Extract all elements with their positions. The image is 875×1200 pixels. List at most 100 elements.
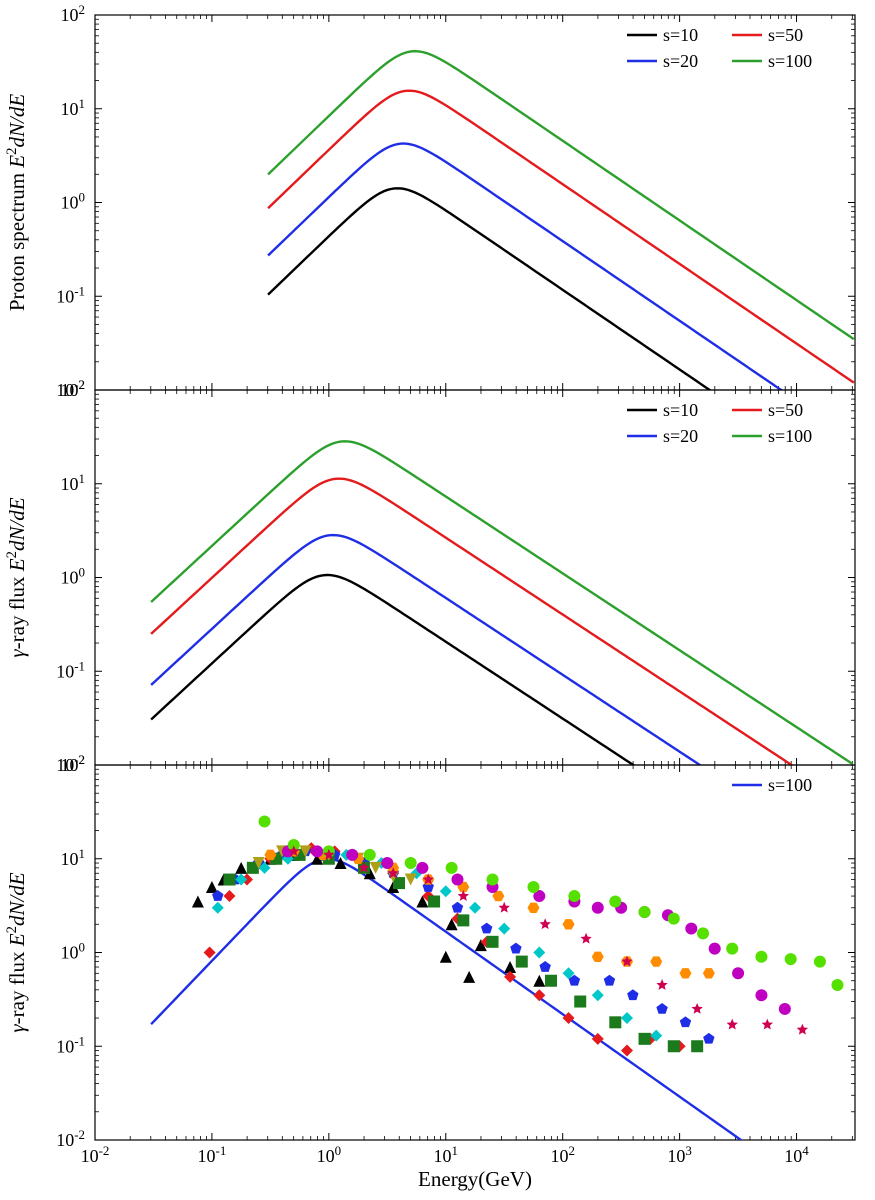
marker-diamond [621, 1045, 633, 1057]
series-line [268, 91, 854, 383]
marker-hexagon [650, 956, 662, 966]
marker-hexagon [703, 968, 715, 978]
xtick-label: 103 [667, 1143, 691, 1167]
marker-triangle [440, 951, 452, 963]
panel-frame [95, 15, 855, 390]
marker-pentagon [539, 961, 550, 972]
marker-square [545, 975, 557, 987]
y-axis-label: γ-ray flux E2dN/dE [4, 872, 29, 1032]
marker-star [539, 918, 550, 929]
xtick-label: 104 [784, 1143, 809, 1167]
marker-star [458, 890, 469, 901]
marker-hexagon [527, 903, 539, 913]
marker-star [797, 1024, 808, 1035]
panel-gamma_data: 10-210-110010110210-210-1100101102103104… [4, 752, 855, 1200]
chart-figure: 10-2 10-1 100 101 102 Proton spectrum E2dN/dE… [0, 0, 875, 1200]
marker-pentagon [656, 1003, 667, 1014]
ytick-label: 101 [61, 845, 85, 869]
panel-gamma: 10-210-1100101102γ-ray flux E2dN/dEs=10s… [4, 377, 855, 910]
legend-label: s=20 [663, 426, 698, 446]
marker-circle [755, 989, 767, 1001]
ytick-label: 102 [61, 377, 85, 401]
marker-circle [726, 943, 738, 955]
marker-square [668, 1040, 680, 1052]
marker-square [457, 914, 469, 926]
ytick-label: 100 [61, 189, 85, 213]
marker-pentagon [703, 1033, 714, 1044]
legend: s=10 s=20 s=50 s=100 [627, 25, 812, 71]
marker-circle [685, 923, 697, 935]
marker-circle [405, 857, 417, 869]
chart-svg: 10-2 10-1 100 101 102 Proton spectrum E2dN/dE… [0, 0, 875, 1200]
series-line [268, 51, 854, 339]
marker-diamond [212, 902, 224, 914]
marker-square [609, 1016, 621, 1028]
legend-label: s=100 [768, 51, 812, 71]
x-axis-label: Energy(GeV) [418, 1167, 532, 1191]
marker-hexagon [679, 968, 691, 978]
marker-square [691, 1040, 703, 1052]
ytick-label: 100 [61, 564, 85, 588]
xtick-label: 100 [317, 1143, 341, 1167]
y-axis-label: Proton spectrum E2dN/dE [4, 94, 29, 311]
marker-circle [311, 845, 323, 857]
marker-tri-down [405, 874, 417, 886]
marker-diamond [204, 947, 216, 959]
marker-circle [568, 890, 580, 902]
marker-triangle [235, 862, 247, 874]
marker-diamond [592, 989, 604, 1001]
marker-circle [527, 881, 539, 893]
marker-pentagon [627, 989, 638, 1000]
marker-pentagon [481, 923, 492, 934]
marker-diamond [498, 923, 510, 935]
marker-diamond [621, 1012, 633, 1024]
legend: s=100 [732, 775, 812, 795]
ytick-label: 10-1 [56, 1033, 85, 1057]
marker-diamond [469, 902, 481, 914]
marker-circle [732, 967, 744, 979]
marker-star [499, 902, 510, 913]
marker-pentagon [604, 975, 615, 986]
xtick-label: 10-2 [81, 1143, 110, 1167]
series-line [151, 441, 853, 764]
legend-label: s=10 [663, 25, 698, 45]
marker-circle [785, 953, 797, 965]
legend-label: s=50 [768, 400, 803, 420]
series-line [151, 479, 853, 806]
marker-triangle [192, 895, 204, 907]
legend-label: s=10 [663, 400, 698, 420]
marker-square [223, 874, 235, 886]
ytick-label: 101 [61, 470, 85, 494]
svg-text:γ-ray flux E2dN/dE: γ-ray flux E2dN/dE [4, 497, 29, 657]
marker-circle [755, 951, 767, 963]
svg-text:Proton spectrum E2dN/dE: Proton spectrum E2dN/dE [4, 94, 29, 311]
series-line [151, 535, 853, 865]
marker-circle [451, 874, 463, 886]
marker-triangle [463, 971, 475, 983]
marker-triangle [206, 881, 218, 893]
ytick-label: 102 [61, 2, 85, 26]
series-line [268, 144, 854, 440]
y-axis-label: γ-ray flux E2dN/dE [4, 497, 29, 657]
marker-diamond [440, 885, 452, 897]
marker-square [574, 996, 586, 1008]
marker-circle [831, 979, 843, 991]
marker-circle [668, 913, 680, 925]
marker-triangle [533, 975, 545, 987]
marker-square [428, 895, 440, 907]
marker-circle [446, 862, 458, 874]
marker-star [762, 1019, 773, 1030]
ytick-label: 10-1 [56, 283, 85, 307]
marker-star [580, 933, 591, 944]
ytick-label: 101 [61, 95, 85, 119]
marker-star [656, 979, 667, 990]
legend-label: s=20 [663, 51, 698, 71]
marker-star [727, 1019, 738, 1030]
marker-circle [346, 849, 358, 861]
scatter-group [192, 815, 844, 1056]
xtick-label: 101 [434, 1143, 458, 1167]
marker-circle [592, 902, 604, 914]
legend: s=10s=20s=50s=100 [627, 400, 812, 446]
marker-square [639, 1033, 651, 1045]
legend-label: s=50 [768, 25, 803, 45]
